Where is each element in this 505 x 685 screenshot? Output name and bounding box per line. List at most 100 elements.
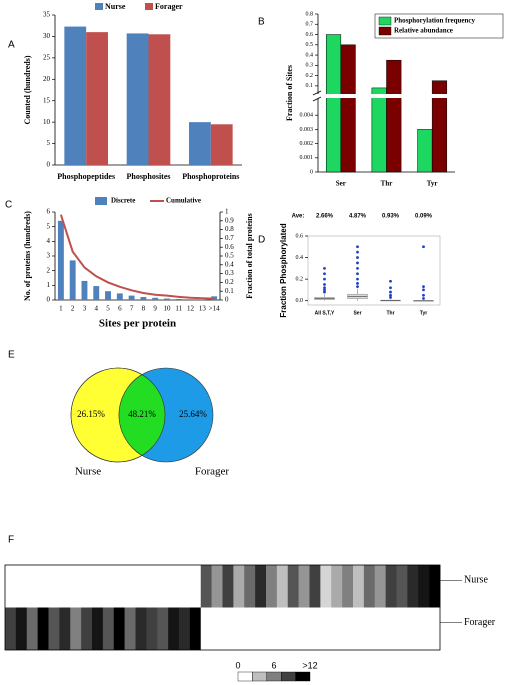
heat-cell (15, 607, 28, 650)
heat-cell (287, 565, 299, 608)
heat-cell (309, 565, 321, 608)
value-label: 26.15% (77, 409, 105, 419)
outlier (422, 297, 425, 300)
x-tick-label: 5 (106, 305, 110, 313)
heat-cell (124, 607, 136, 650)
y-tick-label: 0 (310, 169, 313, 175)
x-tick-label: 7 (130, 305, 134, 313)
axis-label: Counted (hundreds) (23, 55, 32, 124)
x-tick-label: Thr (381, 180, 393, 188)
y-tick-label: 0.001 (300, 155, 314, 161)
y-tick-label: 25 (43, 53, 51, 61)
heat-cell (342, 565, 354, 608)
y-tick-label: 1 (225, 208, 229, 216)
y-tick-label: 0.8 (306, 11, 314, 17)
panel-label: E (8, 350, 15, 361)
heat-cell (135, 565, 147, 608)
bar (148, 34, 171, 166)
y-tick-label: 5 (47, 222, 51, 230)
bar (164, 298, 170, 300)
x-tick-label: 4 (95, 305, 99, 313)
heat-cell (429, 607, 441, 650)
axis-break (310, 94, 455, 98)
axis-label: Fraction of Sites (285, 65, 294, 121)
heat-cell (298, 607, 310, 650)
bar (325, 34, 342, 173)
heat-cell (211, 607, 223, 650)
heat-cell (15, 565, 28, 608)
outlier (356, 266, 359, 270)
axis-label: Fraction of total proteins (245, 213, 254, 298)
bar (86, 32, 108, 166)
heat-cell (255, 565, 267, 608)
y-tick-label: 0.003 (300, 127, 314, 133)
x-tick-label: Ser (336, 180, 346, 188)
heat-cell (342, 607, 354, 650)
legend-swatch (95, 197, 107, 205)
y-tick-label: 0.8 (225, 225, 234, 233)
bar (116, 293, 123, 300)
heat-cell (5, 607, 17, 650)
y-tick-label: 5 (47, 139, 51, 147)
line (59, 214, 215, 300)
heat-cell (59, 607, 71, 650)
legend-label: Forager (155, 2, 183, 11)
heat-cell (353, 565, 365, 608)
heat-cell (157, 565, 169, 608)
colorbar-step (252, 671, 267, 682)
x-tick-label: 6 (118, 305, 122, 313)
legend-swatch (378, 26, 392, 36)
heat-cell (255, 607, 267, 650)
y-tick-label: 0.2 (225, 278, 234, 286)
bar (386, 59, 402, 173)
bar (57, 220, 64, 300)
legend-label: Discrete (111, 197, 135, 205)
legend-label: Nurse (105, 2, 126, 11)
x-tick-label: 9 (153, 305, 157, 313)
heat-cell (222, 565, 234, 608)
outlier (323, 290, 326, 294)
heat-cell (179, 607, 191, 650)
heat-cell (168, 565, 180, 608)
heat-cell (157, 607, 169, 650)
average-label: 4.87% (349, 214, 367, 220)
colorbar-step (281, 671, 296, 682)
outlier (356, 256, 359, 259)
outlier (356, 245, 359, 249)
heat-cell (102, 607, 115, 650)
legend-label: Phosphorylation frequency (394, 17, 475, 25)
x-tick-label: Phosphosites (126, 172, 170, 181)
axis-label: No. of proteins (hundreds) (23, 211, 32, 301)
heat-cell (385, 565, 397, 608)
y-tick-label: 0.3 (225, 269, 234, 277)
heatmap-frame (4, 564, 441, 651)
break-mark (312, 96, 322, 102)
heat-cell (92, 565, 104, 608)
heat-cell (233, 565, 245, 608)
heat-cell (113, 565, 125, 608)
heat-cell (320, 607, 332, 650)
y-tick-label: 1 (47, 281, 51, 289)
outlier (389, 290, 392, 294)
outlier (389, 279, 392, 283)
heat-cell (48, 565, 60, 608)
overlap (118, 368, 165, 462)
panel-label: D (258, 235, 265, 246)
x-tick-label: 12 (187, 305, 195, 313)
heat-cell (102, 565, 115, 608)
heat-cell (396, 565, 408, 608)
y-tick-label: 0.0 (296, 298, 304, 304)
heat-cell (81, 607, 93, 650)
x-tick-label: 1 (59, 305, 63, 313)
outlier (389, 293, 392, 297)
bar (175, 298, 182, 300)
bar (128, 295, 135, 300)
panel-label: B (258, 17, 265, 28)
outlier (422, 245, 425, 249)
bar (93, 286, 100, 300)
heat-cell (200, 607, 212, 650)
colorbar-step (266, 671, 282, 682)
x-tick-label: Thr (386, 310, 394, 316)
y-tick-label: 0.2 (296, 277, 304, 283)
